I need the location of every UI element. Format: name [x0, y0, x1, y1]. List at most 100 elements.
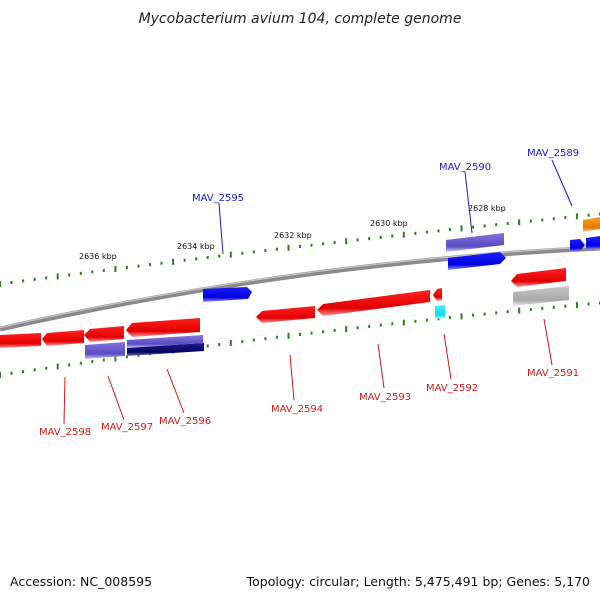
inner-tick [206, 344, 209, 348]
outer-tick [495, 223, 498, 227]
inner-tick [368, 324, 371, 328]
inner-tick [483, 312, 486, 316]
inner-tick [125, 355, 128, 359]
outer-tick [449, 228, 451, 232]
outer-tick [483, 224, 486, 228]
inner-tick [460, 313, 463, 320]
inner-tick [564, 304, 567, 308]
inner-tick [552, 305, 555, 309]
leader-lines [63, 159, 573, 425]
gene-MAV_2596[interactable] [126, 318, 204, 356]
outer-tick [22, 279, 25, 283]
outer-tick [252, 250, 255, 254]
inner-tick [437, 317, 440, 321]
gene-MAV_2594[interactable] [256, 306, 315, 323]
outer-tick [414, 231, 417, 235]
inner-tick [575, 302, 578, 309]
outer-tick [229, 251, 232, 258]
outer-tick [587, 213, 590, 217]
outer-tick [287, 244, 290, 251]
inner-tick [218, 343, 221, 346]
outer-tick [506, 222, 509, 225]
outer-tick [172, 258, 175, 265]
outer-tick [322, 242, 325, 246]
outer-tick [379, 235, 382, 239]
outer-tick [241, 251, 244, 255]
gene-label-MAV_2597[interactable]: MAV_2597 [101, 422, 153, 433]
inner-tick [22, 370, 25, 374]
inner-tick [33, 368, 36, 372]
inner-tick [391, 322, 394, 326]
gene-MAV_2589[interactable] [570, 217, 600, 252]
gene-MAV_2598[interactable] [0, 330, 84, 348]
outer-tick [45, 276, 48, 280]
inner-tick [345, 326, 348, 333]
outer-tick [125, 266, 128, 269]
gene-MAV_2590[interactable] [446, 233, 506, 270]
outer-tick [391, 234, 394, 238]
inner-tick [56, 363, 59, 370]
gene-MAV_2592[interactable] [433, 288, 445, 319]
inner-tick [495, 311, 498, 315]
gene-MAV_2593[interactable] [317, 290, 430, 316]
gene-label-MAV_2589[interactable]: MAV_2589 [527, 148, 579, 159]
outer-tick [149, 263, 151, 267]
gene-label-MAV_2592[interactable]: MAV_2592 [426, 383, 478, 394]
outer-tick [310, 243, 313, 247]
outer-tick [541, 218, 544, 222]
inner-tick [425, 318, 428, 322]
outer-tick [425, 230, 428, 234]
scale-ticks-outer [0, 212, 600, 287]
gene-MAV_2595[interactable] [203, 287, 252, 302]
map-title: Mycobacterium avium 104, complete genome [139, 11, 462, 27]
gene-label-MAV_2591[interactable]: MAV_2591 [527, 368, 579, 379]
gene-MAV_2591[interactable] [511, 268, 569, 306]
outer-tick [218, 254, 221, 258]
gene-label-MAV_2595[interactable]: MAV_2595 [192, 193, 244, 204]
outer-tick [102, 269, 105, 272]
outer-tick [345, 238, 348, 245]
inner-tick [379, 323, 382, 327]
inner-tick [0, 372, 1, 378]
outer-tick [299, 245, 301, 248]
inner-tick [10, 371, 13, 375]
inner-tick [322, 330, 325, 334]
genome-backbone [0, 245, 600, 332]
inner-tick [264, 337, 267, 341]
scale-label-2630: 2630 kbp [370, 219, 408, 228]
scale-label-2634: 2634 kbp [177, 242, 215, 251]
inner-tick [287, 332, 290, 339]
inner-tick [91, 360, 94, 364]
inner-tick [414, 319, 417, 323]
inner-tick [402, 319, 405, 326]
outer-tick [10, 281, 13, 284]
inner-tick [241, 340, 244, 344]
inner-tick [45, 366, 48, 370]
outer-tick [437, 229, 440, 233]
outer-tick [402, 231, 405, 238]
outer-tick [79, 271, 82, 275]
inner-tick [252, 338, 255, 342]
inner-tick [472, 313, 475, 317]
outer-tick [68, 273, 71, 277]
gene-MAV_2597[interactable] [84, 326, 125, 359]
outer-tick [472, 225, 475, 229]
outer-tick [183, 258, 186, 262]
accession-text: Accession: NC_008595 [10, 574, 153, 589]
inner-tick [275, 335, 278, 339]
gene-label-MAV_2590[interactable]: MAV_2590 [439, 162, 491, 173]
outer-tick [206, 256, 209, 259]
gene-label-MAV_2593[interactable]: MAV_2593 [359, 392, 411, 403]
inner-tick [229, 340, 232, 346]
outer-tick [529, 219, 532, 223]
scale-label-2632: 2632 kbp [274, 231, 312, 240]
gene-label-MAV_2596[interactable]: MAV_2596 [159, 416, 211, 427]
gene-label-MAV_2594[interactable]: MAV_2594 [271, 404, 323, 415]
inner-tick [333, 328, 336, 332]
outer-tick [137, 264, 140, 268]
outer-tick [356, 238, 359, 242]
inner-tick [529, 308, 532, 311]
topology-text: Topology: circular; Length: 5,475,491 bp… [246, 574, 590, 589]
gene-label-MAV_2598[interactable]: MAV_2598 [39, 427, 91, 438]
